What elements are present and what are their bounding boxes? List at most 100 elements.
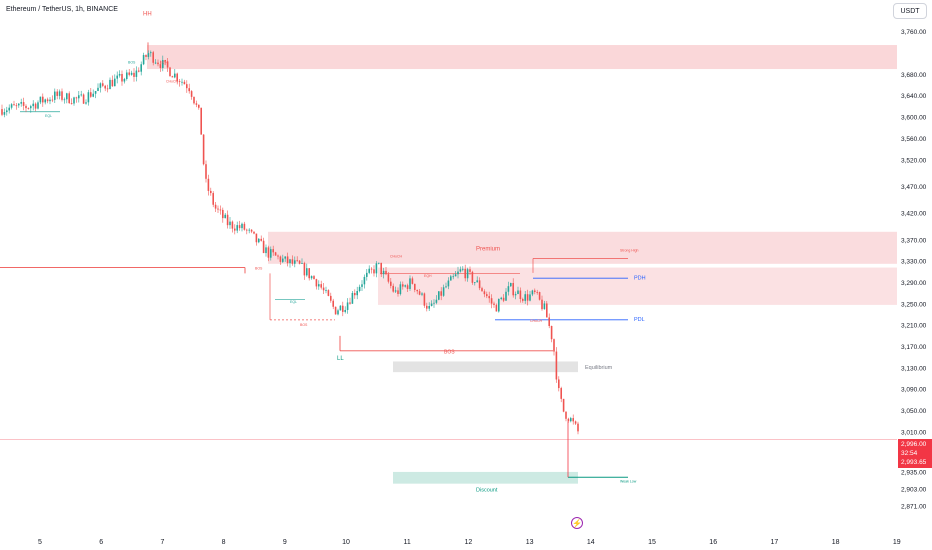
candle-body [514, 294, 517, 296]
label-eqh-top: EQH [160, 61, 168, 65]
candle-body [370, 268, 373, 270]
candle-body [260, 238, 262, 241]
candle-body [109, 79, 111, 90]
candle-body [440, 291, 442, 296]
y-tick-label: 3,050.00 [901, 408, 927, 415]
candle-body [510, 283, 512, 287]
candle-body [385, 270, 387, 275]
candle-body [159, 64, 162, 68]
candle-body [236, 225, 238, 231]
y-tick-label: 3,560.00 [901, 136, 927, 143]
x-tick-label: 19 [893, 539, 901, 546]
candle-body [495, 304, 498, 312]
candle-body [241, 223, 243, 229]
candle-body [265, 247, 267, 254]
other-price-tag: 2,993.65 [898, 457, 932, 468]
candle-body [505, 291, 507, 301]
candle-body [430, 303, 433, 306]
candle-body [368, 268, 370, 273]
candle-body [534, 290, 536, 292]
candle-body [418, 291, 421, 295]
currency-button[interactable]: USDT [893, 3, 927, 19]
candle-body [106, 88, 109, 90]
candle-body [70, 103, 73, 104]
candle-body [20, 102, 22, 104]
lightning-icon[interactable]: ⚡ [571, 517, 583, 529]
x-tick-label: 8 [222, 539, 226, 546]
candle-body [454, 274, 457, 277]
candle-body [3, 112, 6, 115]
candle-body [152, 52, 154, 63]
candle-body [102, 83, 104, 86]
candle-body [354, 293, 356, 296]
y-tick-label: 3,170.00 [901, 344, 927, 351]
candle-body [562, 398, 565, 412]
candle-body [75, 97, 78, 99]
candle-body [27, 108, 30, 109]
candle-body [426, 305, 428, 309]
candle-body [546, 303, 548, 318]
discount-zone [393, 471, 578, 484]
candle-body [10, 104, 13, 108]
candle-body [356, 290, 358, 296]
candle-body [402, 284, 404, 287]
candle-body [397, 290, 399, 294]
candle-body [318, 284, 320, 287]
candle-body [253, 231, 255, 234]
candle-body [313, 276, 315, 280]
candle-body [68, 93, 70, 104]
candle-body [128, 72, 130, 75]
candle-body [394, 290, 397, 292]
candle-body [270, 249, 272, 258]
label-eql-2: EQL [290, 300, 297, 304]
supply-top-zone [147, 45, 897, 70]
candle-body [334, 306, 337, 315]
candle-body [399, 284, 402, 294]
candle-body [243, 223, 246, 230]
candle-body [428, 305, 430, 309]
candle-body [147, 53, 150, 57]
candle-body [157, 62, 159, 65]
candle-body [526, 294, 529, 301]
candle-body [550, 325, 553, 340]
y-tick-label: 2,871.00 [901, 504, 927, 511]
candle-body [541, 299, 543, 310]
candle-body [130, 72, 133, 75]
candle-body [85, 102, 87, 104]
candle-body [140, 64, 142, 72]
candle-body [171, 76, 174, 78]
y-tick-label: 3,600.00 [901, 115, 927, 122]
label-choch-top: CHoCH [166, 79, 179, 83]
candle-body [214, 204, 217, 209]
candle-body [346, 302, 349, 310]
candle-body [111, 79, 114, 87]
label-bos-left: BOS [255, 267, 263, 271]
candle-body [411, 278, 414, 284]
premium-zone [268, 231, 897, 264]
candle-body [366, 272, 368, 277]
candle-body [210, 190, 212, 194]
candle-body [464, 268, 466, 279]
y-tick-label: 3,250.00 [901, 301, 927, 308]
candle-body [447, 280, 450, 287]
x-tick-label: 14 [587, 539, 595, 546]
candle-body [234, 228, 236, 231]
candle-body [15, 105, 18, 107]
label-pdl: PDL [634, 317, 645, 323]
candle-body [202, 134, 205, 165]
countdown-tag: 32:54 [898, 448, 932, 459]
candle-body [195, 103, 198, 105]
candle-body [138, 70, 140, 72]
candle-body [176, 73, 178, 82]
candle-body [42, 96, 44, 103]
candle-body [452, 276, 454, 278]
candle-body [97, 87, 99, 91]
candle-body [104, 85, 106, 89]
candle-body [51, 99, 54, 101]
candle-body [80, 94, 82, 96]
candle-body [392, 285, 394, 292]
candle-body [248, 229, 250, 231]
label-bos-ll: BOS [444, 349, 455, 355]
candle-body [99, 83, 102, 88]
